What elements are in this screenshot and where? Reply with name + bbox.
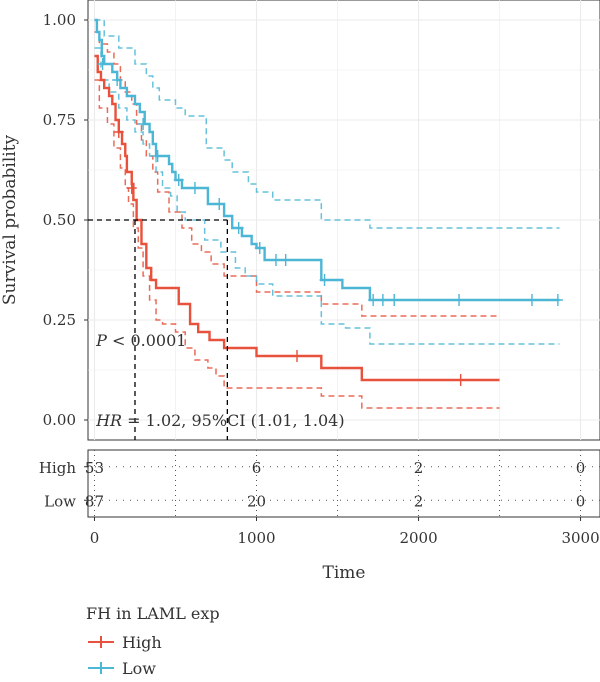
legend-label-low: Low	[122, 658, 156, 678]
x-tick-label: 2000	[399, 529, 437, 547]
censor-mark-low	[138, 118, 149, 130]
legend-label-high: High	[122, 632, 162, 652]
censor-mark-low	[526, 294, 537, 306]
axis-labels: Survival probability Time	[0, 134, 365, 583]
legend-item-high: High	[86, 629, 220, 655]
censor-mark-high	[292, 350, 303, 362]
risk-count: 53	[85, 459, 104, 477]
censor-mark-low	[280, 254, 291, 266]
censor-mark-low	[552, 294, 563, 306]
censor-mark-low	[214, 198, 225, 210]
x-tick-label: 3000	[561, 529, 599, 547]
x-tick-label: 1000	[237, 529, 275, 547]
ci-upper-low	[94, 19, 560, 229]
legend-item-low: Low	[86, 655, 220, 681]
p-value-annotation: P < 0.0001	[95, 331, 186, 350]
censor-mark-low	[233, 222, 244, 234]
y-tick-label: 1.00	[43, 11, 76, 29]
censor-mark-low	[189, 182, 200, 194]
censor-mark-low	[254, 242, 265, 254]
hr-annotation-value: = 1.02, 95%CI (1.01, 1.04)	[122, 411, 345, 430]
risk-count: 87	[85, 492, 104, 510]
censor-mark-low	[368, 294, 379, 306]
censor-mark-high	[113, 126, 124, 138]
censor-mark-low	[319, 274, 330, 286]
main-plot-panel: P < 0.0001 HR = 1.02, 95%CI (1.01, 1.04) 0…	[43, 0, 600, 441]
y-tick-label: 0.00	[43, 411, 76, 429]
legend-key-high	[86, 632, 116, 652]
survival-chart: P < 0.0001 HR = 1.02, 95%CI (1.01, 1.04) 0…	[0, 0, 600, 583]
risk-row-label: High	[39, 459, 76, 477]
y-tick-label: 0.50	[43, 211, 76, 229]
censor-mark-high	[126, 182, 137, 194]
censor-mark-low	[377, 294, 388, 306]
risk-count: 6	[252, 459, 262, 477]
censor-mark-low	[112, 74, 123, 86]
censor-mark-high	[455, 374, 466, 386]
ci-lower-low	[94, 47, 560, 345]
censor-mark-low	[97, 58, 108, 70]
x-axis-label: Time	[323, 563, 366, 583]
risk-count: 20	[247, 492, 266, 510]
legend: FH in LAML exp High Low	[86, 604, 220, 681]
censor-mark-low	[454, 294, 465, 306]
y-tick-label: 0.25	[43, 311, 76, 329]
risk-count: 2	[414, 492, 424, 510]
legend-title: FH in LAML exp	[86, 604, 220, 623]
p-value-annotation-symbol: P	[95, 331, 107, 350]
y-axis-label: Survival probability	[0, 134, 20, 305]
legend-key-low	[86, 658, 116, 678]
hr-annotation: HR = 1.02, 95%CI (1.01, 1.04)	[95, 411, 345, 430]
censor-mark-low	[173, 174, 184, 186]
ci-upper-high	[94, 31, 500, 317]
risk-row-label: Low	[44, 492, 76, 510]
risk-panel-frame	[87, 449, 600, 518]
y-tick-label: 0.75	[43, 111, 76, 129]
risk-count: 0	[576, 459, 586, 477]
ci-lower-high	[94, 79, 500, 409]
censor-mark-low	[389, 294, 400, 306]
p-value-annotation-value: < 0.0001	[107, 331, 187, 350]
censor-mark-low	[152, 150, 163, 162]
risk-count: 2	[414, 459, 424, 477]
risk-count: 0	[576, 492, 586, 510]
x-tick-label: 0	[90, 529, 100, 547]
censor-mark-low	[270, 254, 281, 266]
survival-curve-high	[94, 54, 500, 382]
hr-annotation-symbol: HR	[95, 411, 122, 430]
